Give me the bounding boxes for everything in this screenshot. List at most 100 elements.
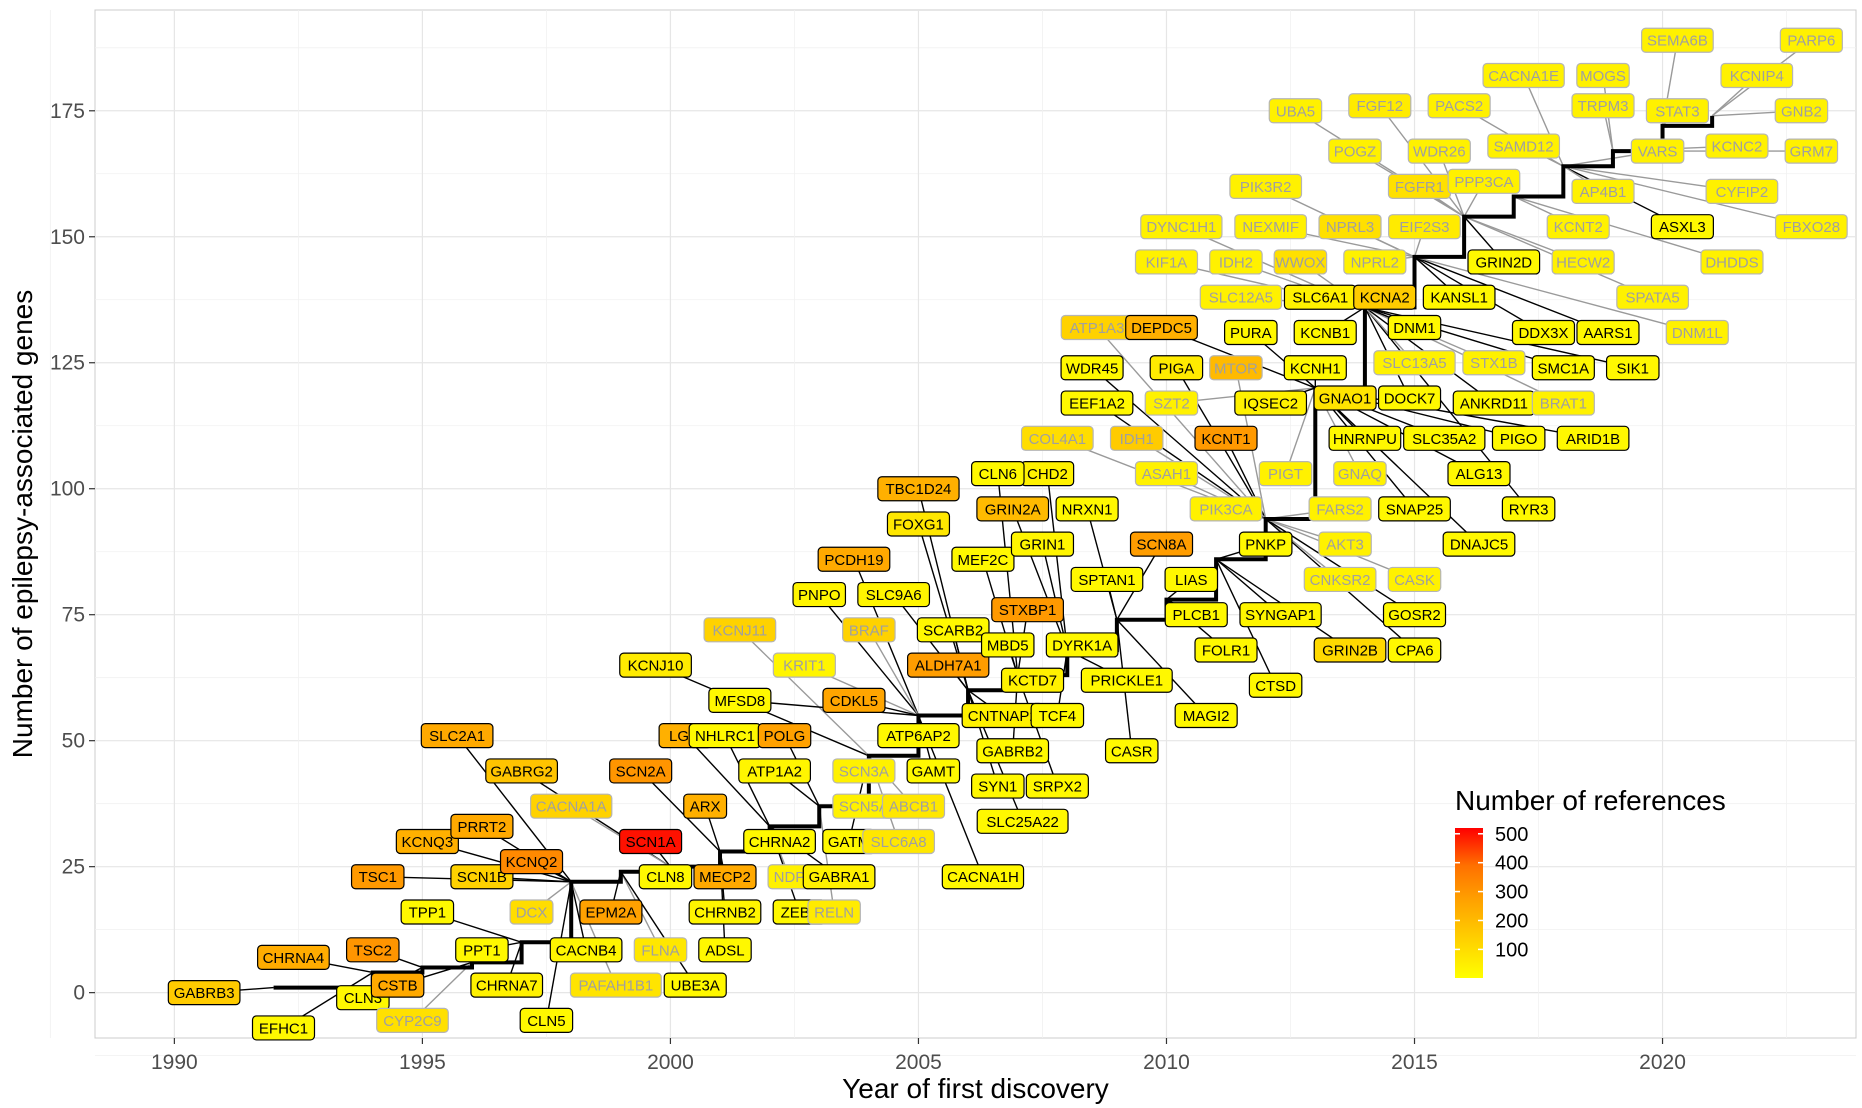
gene-label-box [638, 864, 693, 890]
gene-label-polg: POLG [757, 723, 812, 749]
gene-label-box [1511, 319, 1576, 346]
gene-label-prickle1: PRICKLE1 [1080, 667, 1173, 693]
gene-label-scn3a: SCN3A [832, 758, 896, 784]
gene-label-dhdds: DHDDS [1700, 249, 1764, 275]
gene-label-text: IQSEC2 [1243, 396, 1298, 413]
gene-label-box [1030, 702, 1085, 729]
gene-label-box [1531, 355, 1595, 381]
gene-label-box [1234, 214, 1308, 240]
gene-label-box [609, 758, 673, 784]
gene-label-gabrb3: GABRB3 [167, 980, 241, 1006]
gene-label-dnm1l: DNM1L [1665, 319, 1729, 346]
gene-label-text: NDP [774, 869, 806, 886]
gene-label-box [1447, 461, 1511, 487]
gene-label-samd12: SAMD12 [1487, 133, 1561, 159]
gene-label-text: EIF2S3 [1399, 219, 1449, 236]
gene-label-box [1194, 425, 1258, 451]
x-tick-label: 2010 [1143, 1051, 1190, 1074]
gene-label-box [1104, 738, 1159, 764]
gene-label-text: TCF4 [1039, 708, 1077, 725]
gene-label-arx: ARX [683, 793, 728, 819]
gene-label-text: PRRT2 [457, 819, 506, 836]
gene-label-box [1189, 496, 1263, 522]
gene-label-pafah1b1: PAFAH1B1 [569, 972, 662, 998]
gene-label-cln6: CLN6 [971, 461, 1025, 487]
gene-label-box [743, 828, 816, 855]
gene-label-eef1a2: EEF1A2 [1060, 390, 1134, 416]
gene-label-box [1239, 602, 1322, 628]
gene-label-grm7: GRM7 [1784, 138, 1839, 164]
gene-label-plcb1: PLCB1 [1164, 602, 1228, 628]
gene-label-text: CHRNA4 [263, 950, 325, 967]
gene-label-text: SCN8A [1137, 537, 1187, 554]
gene-label-pigt: PIGT [1258, 461, 1313, 487]
gene-label-box [1641, 27, 1714, 53]
gene-label-box [772, 652, 836, 678]
gene-label-text: PRICKLE1 [1091, 673, 1164, 690]
gene-label-text: ASAH1 [1142, 466, 1191, 483]
gene-label-text: FGFR1 [1395, 179, 1444, 196]
gene-label-box [1273, 249, 1328, 275]
gene-label-text: DNM1 [1393, 320, 1436, 337]
gene-label-box [1149, 355, 1204, 381]
gene-label-slc13a5: SLC13A5 [1373, 350, 1456, 376]
gene-label-box [579, 899, 643, 925]
gene-label-idh1: IDH1 [1109, 425, 1164, 451]
gene-label-text: ATP1A3 [1070, 320, 1125, 337]
legend-tick-label: 100 [1495, 939, 1528, 961]
gene-label-text: CTSD [1255, 678, 1296, 695]
gene-label-text: CDKL5 [830, 693, 878, 710]
gene-label-box [822, 687, 886, 713]
gene-label-text: SYN1 [978, 779, 1017, 796]
gene-label-idh2: IDH2 [1209, 249, 1263, 275]
gene-label-box [1616, 284, 1690, 310]
gene-label-dyrk1a: DYRK1A [1045, 632, 1119, 658]
gene-label-cyp2c9: CYP2C9 [376, 1007, 449, 1033]
gene-label-text: NRXN1 [1062, 501, 1113, 518]
gene-label-text: PPT1 [463, 942, 501, 959]
gene-label-cacna1e: CACNA1E [1482, 62, 1565, 89]
gene-label-box [916, 617, 990, 643]
gene-label-text: PIK3CA [1199, 501, 1252, 518]
gene-label-text: STX1B [1470, 355, 1518, 372]
gene-label-box [1630, 138, 1685, 164]
gene-label-casr: CASR [1104, 738, 1159, 764]
gene-label-box [971, 461, 1025, 487]
gene-label-text: NPRL2 [1351, 254, 1399, 271]
gene-label-pik3ca: PIK3CA [1189, 496, 1263, 522]
gene-label-asxl3: ASXL3 [1650, 214, 1714, 240]
gene-label-scn5a: SCN5A [832, 793, 896, 819]
gene-label-cyfip2: CYFIP2 [1705, 178, 1779, 205]
gene-label-box [683, 793, 728, 819]
connector-line [570, 881, 617, 986]
gene-label-box [1422, 284, 1496, 310]
gene-label-box [1313, 637, 1387, 663]
gene-label-mfsd8: MFSD8 [708, 687, 772, 713]
gene-label-stx1b: STX1B [1462, 350, 1526, 376]
y-tick-label: 150 [50, 226, 85, 249]
gene-label-wdr26: WDR26 [1407, 138, 1471, 164]
gene-label-box [1377, 385, 1442, 411]
x-tick-label: 2005 [895, 1051, 942, 1074]
x-tick-label: 2020 [1639, 1051, 1686, 1074]
gene-label-text: PIGO [1500, 431, 1538, 448]
gene-label-chd2: CHD2 [1020, 461, 1075, 487]
gene-label-box [1343, 249, 1407, 275]
gene-label-piga: PIGA [1149, 355, 1204, 381]
gene-label-text: BRAF [849, 622, 889, 639]
gene-label-pnpo: PNPO [792, 581, 847, 608]
gene-label-text: KRIT1 [783, 658, 826, 675]
gene-label-text: CPA6 [1395, 642, 1433, 659]
gene-label-syngap1: SYNGAP1 [1239, 602, 1322, 628]
gene-label-box [1174, 702, 1238, 729]
gene-label-text: NHLRC1 [695, 728, 755, 745]
gene-label-text: KCNC2 [1712, 139, 1763, 156]
gene-label-text: ATP6AP2 [886, 728, 951, 745]
gene-label-box [519, 1007, 574, 1033]
legend-tick-label: 400 [1495, 853, 1528, 875]
gene-label-cdkl5: CDKL5 [822, 687, 886, 713]
connector-line [620, 871, 696, 986]
gene-label-cpa6: CPA6 [1387, 637, 1442, 663]
gene-label-text: KCNT1 [1201, 431, 1250, 448]
gene-label-text: SCN3A [839, 763, 889, 780]
